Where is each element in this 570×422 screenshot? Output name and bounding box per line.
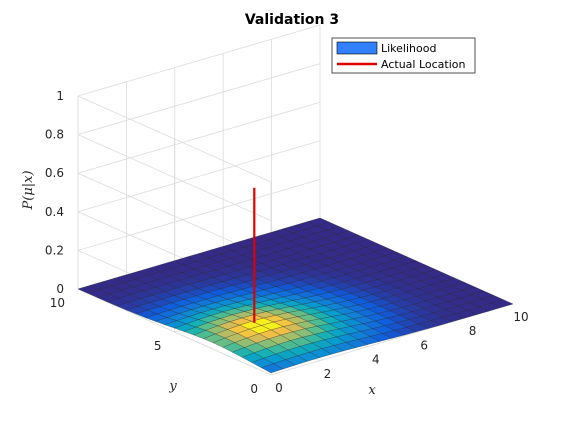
y-tick-label: 10 — [50, 296, 65, 310]
surface-layer — [77, 217, 514, 374]
grid-line — [77, 63, 321, 135]
y-tick-label: 0 — [250, 382, 258, 396]
grid-line — [77, 134, 272, 221]
z-axis-label: P(μ|x) — [21, 170, 36, 210]
x-tick-label: 4 — [372, 353, 380, 367]
grid-line — [77, 140, 321, 213]
legend-actual-location-label: Actual Location — [381, 58, 466, 71]
y-tick-label: 5 — [154, 339, 162, 353]
x-tick-label: 2 — [324, 367, 332, 381]
z-tick-label: 0.4 — [45, 205, 64, 219]
x-tick-label: 0 — [275, 381, 283, 395]
z-tick-label: 0.8 — [45, 128, 64, 142]
z-tick-label: 0 — [56, 282, 64, 296]
x-tick-label: 10 — [513, 310, 528, 324]
chart-title: Validation 3 — [245, 12, 339, 28]
legend-likelihood-swatch — [336, 41, 378, 55]
z-tick-label: 0.6 — [45, 166, 64, 180]
y-axis-label: y — [168, 379, 177, 394]
z-tick-label: 0.2 — [45, 243, 64, 257]
x-tick-label: 8 — [469, 324, 477, 338]
surface-patch — [490, 299, 514, 308]
legend: Likelihood Actual Location — [331, 37, 476, 74]
grid-line — [77, 95, 272, 183]
z-tick-label: 1 — [56, 89, 64, 103]
x-axis-label: x — [368, 383, 376, 398]
grid-line — [77, 101, 321, 174]
grid-line — [77, 179, 321, 251]
grid-line — [77, 24, 321, 97]
legend-likelihood-label: Likelihood — [381, 42, 436, 55]
x-tick-label: 6 — [420, 338, 428, 352]
